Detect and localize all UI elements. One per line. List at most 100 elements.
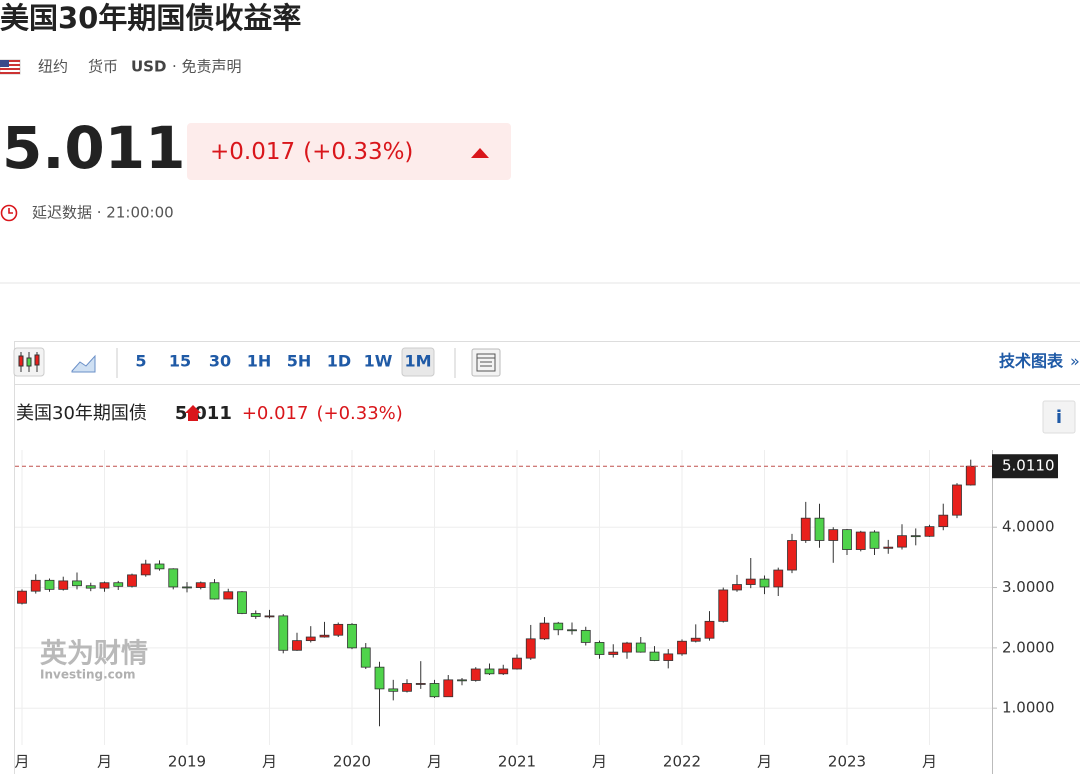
candle-body [251,613,260,616]
candle-body [664,654,673,661]
chart-title: 美国30年期国债 [16,403,147,424]
candle-body [210,583,219,599]
candle-body [458,680,467,681]
watermark-sub: Investing.com [40,668,136,682]
candle-body [705,621,714,638]
candle-body [361,648,370,667]
interval-button[interactable]: 1H [247,352,272,371]
candle-body [18,591,27,603]
watermark: 英为财情 [40,639,148,670]
candle-body [169,569,178,587]
candle-body [911,536,920,537]
currency-label: 货币 [88,58,118,76]
disclaimer[interactable]: · 免责声明 [172,58,242,76]
x-tick-label: 月 [262,753,277,771]
candle-body [953,485,962,515]
candle-body [939,515,948,526]
candle-body [568,630,577,631]
x-tick-label: 月 [97,753,112,771]
candle-body [238,592,247,614]
candle-body [746,579,755,584]
candle-body [224,592,233,599]
candle-body [499,669,508,674]
candle-body [870,532,879,548]
candle-body [650,652,659,660]
candle-body [609,652,618,654]
chart-change: +0.017 [242,403,309,424]
candle-body [128,575,137,586]
interval-button[interactable]: 5 [135,352,146,371]
y-tick-label: 1.0000 [1002,699,1055,717]
candle-body [31,580,40,591]
x-tick-label: 2021 [498,753,536,771]
x-tick-label: 2020 [333,753,371,771]
candle-body [348,624,357,648]
table-icon[interactable] [472,349,500,376]
candle-icon[interactable] [14,348,44,376]
candle-body [623,643,632,652]
candle-body [554,623,563,630]
candle-body [595,642,604,654]
candle-body [815,518,824,540]
candle-body [856,532,865,549]
candle-body [636,643,645,652]
x-tick-label: 2022 [663,753,701,771]
candle-body [485,669,494,674]
candle-body [155,564,164,569]
candle-body [265,616,274,617]
location: 纽约 [38,58,68,76]
last-price-label: 5.0110 [1002,457,1055,475]
candle-body [898,536,907,547]
change: +0.017 [210,139,295,165]
y-tick-label: 4.0000 [1002,518,1055,536]
x-tick-label: 2023 [828,753,866,771]
candle-body [334,624,343,635]
candle-body [540,623,549,639]
candle-body [513,658,522,669]
x-tick-label: 2019 [168,753,206,771]
interval-button[interactable]: 1W [364,352,393,371]
tech-chart-link[interactable]: 技术图表 [999,352,1064,371]
candle-body [430,683,439,696]
us-flag [0,60,20,74]
candle-body [293,641,302,651]
candle-body [183,587,192,588]
page-title: 美国30年期国债收益率 [0,1,301,35]
candle-body [86,586,95,588]
interval-button[interactable]: 5H [287,352,312,371]
chart-change-pct: (+0.33%) [316,403,402,424]
candle-body [801,518,810,540]
candle-body [141,564,150,575]
change-pct: (+0.33%) [303,139,413,165]
candle-body [306,637,315,641]
price: 5.011 [2,114,185,182]
candle-body [733,585,742,590]
candle-body [760,579,769,587]
y-tick-label: 2.0000 [1002,638,1055,656]
candle-body [526,639,535,658]
candle-body [581,630,590,642]
candle-body [279,616,288,650]
x-tick-label: 月 [427,753,442,771]
delay: 延迟数据 · 21:00:00 [32,204,174,222]
info-label[interactable]: i [1056,407,1062,428]
candle-body [389,689,398,691]
candle-body [925,527,934,537]
candle-body [100,583,109,588]
more[interactable]: » [1070,352,1080,371]
candle-body [320,635,329,637]
candle-body [73,581,82,586]
candle-body [416,683,425,684]
candle-body [719,590,728,621]
clock-icon [2,206,17,221]
interval-button[interactable]: 30 [209,352,231,371]
candle-body [59,581,68,589]
interval-button[interactable]: 1M [404,352,431,371]
chart-price: 5.011 [175,403,232,424]
interval-button[interactable]: 1D [327,352,351,371]
candle-body [45,580,54,589]
candle-body [678,641,687,654]
candle-body [774,570,783,587]
interval-button[interactable]: 15 [169,352,191,371]
